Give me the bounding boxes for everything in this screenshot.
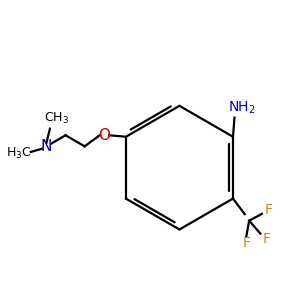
Text: NH$_2$: NH$_2$ [228, 99, 256, 116]
Text: O: O [98, 128, 110, 143]
Text: F: F [263, 232, 271, 246]
Text: F: F [242, 236, 250, 250]
Text: F: F [264, 203, 272, 218]
Text: H$_3$C: H$_3$C [6, 146, 31, 161]
Text: CH$_3$: CH$_3$ [44, 111, 69, 126]
Text: N: N [41, 139, 52, 154]
